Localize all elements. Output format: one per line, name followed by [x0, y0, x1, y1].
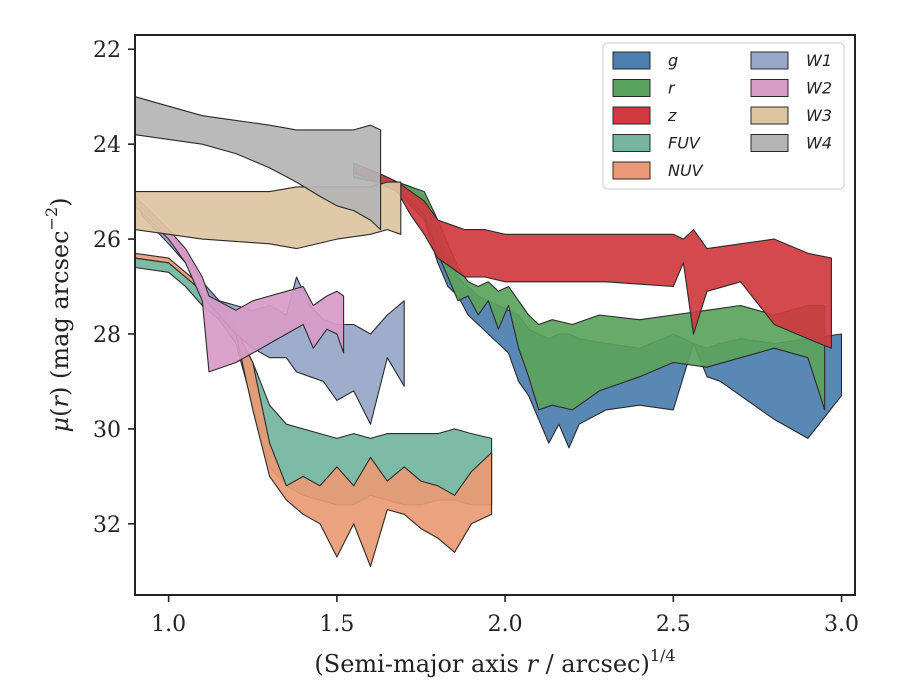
y-axis-title-open: (	[46, 408, 74, 417]
x-axis-title-var: r	[526, 650, 539, 678]
y-tick-label: 30	[93, 418, 121, 443]
legend-label-w2: W2	[806, 79, 832, 98]
band-r	[353, 167, 826, 411]
x-tick-label: 1.5	[319, 612, 354, 637]
legend-label-fuv: FUV	[668, 134, 701, 153]
x-tick-label: 1.0	[151, 612, 186, 637]
legend-swatch-g	[612, 51, 651, 70]
y-axis-title-var: r	[46, 395, 74, 408]
x-tick-label: 3.0	[824, 612, 859, 637]
legend-swatch-w2	[750, 79, 789, 97]
band-w4	[134, 96, 382, 231]
x-tick-label: 2.5	[656, 612, 691, 637]
band-nuv	[134, 252, 493, 568]
y-axis-title-end: )	[46, 197, 74, 206]
plot-area	[134, 96, 843, 568]
legend: grz FUV NUV W1 W2 W3 W4	[602, 42, 845, 190]
legend-swatch-nuv	[612, 161, 651, 180]
legend-label-w3: W3	[806, 106, 832, 125]
x-axis: 1.0 1.5 2.0 2.5 3.0	[151, 595, 859, 637]
band-z	[353, 162, 832, 349]
legend-swatch-w1	[750, 51, 789, 70]
x-axis-title-prefix: (Semi-major axis	[314, 650, 526, 678]
legend-label-z: z	[667, 106, 677, 125]
x-axis-title-power: 1/4	[650, 646, 676, 665]
legend-label-g: g	[668, 51, 678, 70]
legend-label-w1: W1	[806, 51, 832, 70]
x-tick-label: 2.0	[488, 612, 523, 637]
legend-swatch-w4	[750, 134, 789, 152]
legend-swatch-z	[612, 106, 651, 125]
y-tick-label: 24	[93, 133, 121, 158]
y-axis-title: μ(r) (mag arcsec−2)	[42, 197, 74, 432]
x-axis-title: (Semi-major axis r / arcsec)1/4	[314, 646, 675, 678]
y-axis-title-mu: μ	[46, 417, 74, 433]
y-axis-title-unit: (mag arcsec	[46, 230, 74, 386]
x-axis-title-suffix: / arcsec)	[538, 650, 650, 678]
legend-swatch-r	[612, 79, 651, 97]
y-axis: 22 24 26 28 30 32	[93, 38, 135, 538]
y-tick-label: 28	[93, 323, 121, 348]
y-axis-title-close: )	[46, 387, 74, 396]
legend-label-w4: W4	[806, 134, 832, 153]
band-w2	[134, 195, 345, 373]
legend-label-nuv: NUV	[668, 161, 704, 180]
y-tick-label: 26	[93, 228, 121, 253]
axes-frame	[134, 34, 856, 596]
y-axis-title-power: −2	[42, 207, 61, 231]
legend-swatch-w3	[750, 106, 789, 125]
legend-label-r: r	[668, 79, 676, 98]
y-tick-label: 22	[93, 38, 121, 63]
legend-swatch-fuv	[612, 134, 651, 152]
y-tick-label: 32	[93, 513, 121, 538]
